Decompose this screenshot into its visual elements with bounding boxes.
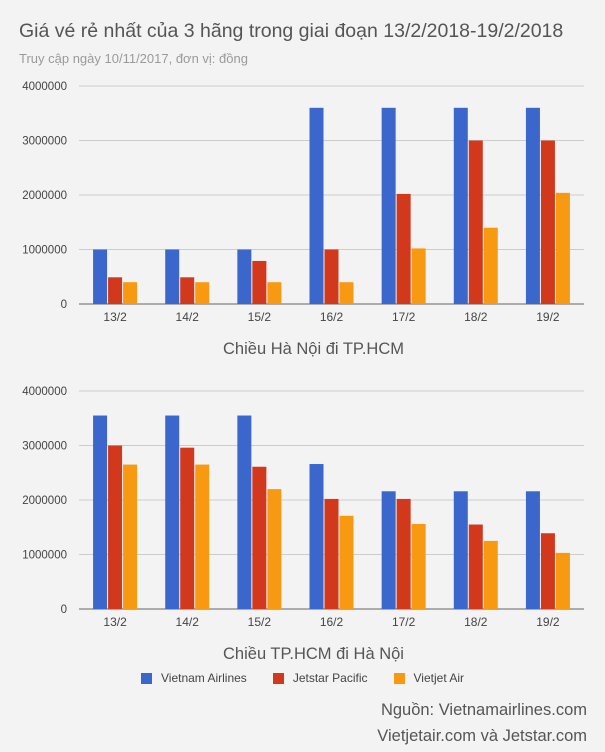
- bar-jetstar-pacific-19-2: [540, 533, 555, 609]
- bar-jetstar-pacific-13-2: [108, 277, 123, 304]
- bar-jetstar-pacific-14-2: [180, 277, 195, 304]
- x-tick-label: 14/2: [176, 615, 200, 629]
- y-tick-label: 1000000: [22, 245, 67, 257]
- bar-vietnam-airlines-18-2: [453, 107, 468, 304]
- y-tick-label: 2000000: [22, 495, 67, 507]
- legend-label: Vietnam Airlines: [160, 671, 247, 685]
- x-tick-label: 16/2: [320, 615, 344, 629]
- x-tick-label: 14/2: [176, 310, 200, 324]
- x-tick-label: 15/2: [248, 615, 272, 629]
- source-line-1: Nguồn: Vietnamairlines.com: [380, 701, 587, 719]
- x-tick-label: 19/2: [536, 615, 560, 629]
- x-tick-label: 18/2: [464, 615, 488, 629]
- bar-vietjet-air-19-2: [555, 192, 570, 304]
- bar-vietnam-airlines-18-2: [453, 491, 468, 609]
- x-tick-label: 13/2: [103, 615, 127, 629]
- bar-vietnam-airlines-14-2: [165, 415, 180, 609]
- legend-swatch-jetstar-pacific: [272, 672, 284, 684]
- bar-vietnam-airlines-17-2: [381, 107, 396, 304]
- bar-jetstar-pacific-18-2: [468, 524, 483, 609]
- bar-vietjet-air-16-2: [339, 515, 354, 609]
- bar-jetstar-pacific-13-2: [108, 445, 123, 609]
- bar-jetstar-pacific-17-2: [396, 498, 411, 609]
- bar-jetstar-pacific-15-2: [252, 260, 267, 304]
- chart-hcm-to-hanoi: 0 1000000 2000000 3000000 4000000 13/2 14/2 15/…: [22, 386, 584, 663]
- y-tick-label: 4000000: [22, 81, 67, 93]
- bar-vietjet-air-18-2: [483, 227, 498, 304]
- legend-item-vietnam-airlines: Vietnam Airlines: [140, 671, 247, 685]
- x-tick-label: 16/2: [320, 310, 344, 324]
- source-line-2: Vietjetair.com và Jetstar.com: [377, 727, 587, 745]
- x-tick-label: 15/2: [248, 310, 272, 324]
- bar-vietnam-airlines-17-2: [381, 491, 396, 609]
- y-tick-label: 3000000: [22, 136, 67, 148]
- legend-label: Jetstar Pacific: [292, 671, 368, 685]
- y-tick-label: 4000000: [22, 386, 67, 398]
- y-tick-label: 2000000: [22, 190, 67, 202]
- bar-vietnam-airlines-14-2: [165, 249, 180, 304]
- bar-vietjet-air-15-2: [267, 282, 282, 304]
- y-tick-label: 3000000: [22, 441, 67, 453]
- x-tick-label: 18/2: [464, 310, 488, 324]
- bar-vietjet-air-17-2: [411, 248, 426, 304]
- bar-vietnam-airlines-15-2: [237, 415, 252, 609]
- chart-subtitle: Truy cập ngày 10/11/2017, đơn vị: đồng: [19, 51, 248, 66]
- bar-vietjet-air-18-2: [483, 540, 498, 609]
- bar-vietnam-airlines-16-2: [309, 107, 324, 304]
- bar-jetstar-pacific-16-2: [324, 249, 339, 304]
- bar-vietjet-air-14-2: [195, 282, 210, 304]
- bar-vietjet-air-17-2: [411, 523, 426, 609]
- y-tick-label: 0: [61, 604, 67, 616]
- legend-label: Vietjet Air: [413, 671, 464, 685]
- y-tick-label: 1000000: [22, 550, 67, 562]
- x-tick-label: 17/2: [392, 310, 416, 324]
- bar-jetstar-pacific-14-2: [180, 447, 195, 609]
- bar-jetstar-pacific-17-2: [396, 193, 411, 304]
- bar-vietjet-air-15-2: [267, 489, 282, 609]
- legend: Vietnam Airlines Jetstar Pacific Vietjet…: [0, 671, 605, 685]
- bar-jetstar-pacific-15-2: [252, 466, 267, 609]
- x-axis-title: Chiều TP.HCM đi Hà Nội: [223, 645, 404, 663]
- bar-vietjet-air-13-2: [123, 464, 138, 609]
- bar-vietnam-airlines-19-2: [525, 107, 540, 304]
- bar-vietnam-airlines-16-2: [309, 464, 324, 609]
- x-tick-label: 17/2: [392, 615, 416, 629]
- legend-item-vietjet-air: Vietjet Air: [393, 671, 464, 685]
- y-tick-label: 0: [61, 299, 67, 311]
- bar-jetstar-pacific-19-2: [540, 140, 555, 304]
- x-tick-label: 19/2: [536, 310, 560, 324]
- x-tick-label: 13/2: [103, 310, 127, 324]
- bar-vietnam-airlines-13-2: [93, 415, 108, 609]
- bar-vietnam-airlines-15-2: [237, 249, 252, 304]
- bar-vietjet-air-19-2: [555, 552, 570, 609]
- bar-vietjet-air-16-2: [339, 282, 354, 304]
- bar-jetstar-pacific-18-2: [468, 140, 483, 304]
- legend-swatch-vietnam-airlines: [140, 672, 152, 684]
- bar-vietnam-airlines-19-2: [525, 491, 540, 609]
- chart-title: Giá vé rẻ nhất của 3 hãng trong giai đoạ…: [19, 20, 564, 42]
- bar-vietnam-airlines-13-2: [93, 249, 108, 304]
- bar-vietjet-air-13-2: [123, 282, 138, 304]
- x-axis-title: Chiều Hà Nội đi TP.HCM: [223, 340, 404, 358]
- legend-item-jetstar-pacific: Jetstar Pacific: [272, 671, 368, 685]
- legend-swatch-vietjet-air: [393, 672, 405, 684]
- chart-hanoi-to-hcm: 0 1000000 2000000 3000000 4000000 13/2 14/2 15/…: [22, 81, 584, 358]
- bar-vietjet-air-14-2: [195, 464, 210, 609]
- bar-jetstar-pacific-16-2: [324, 498, 339, 609]
